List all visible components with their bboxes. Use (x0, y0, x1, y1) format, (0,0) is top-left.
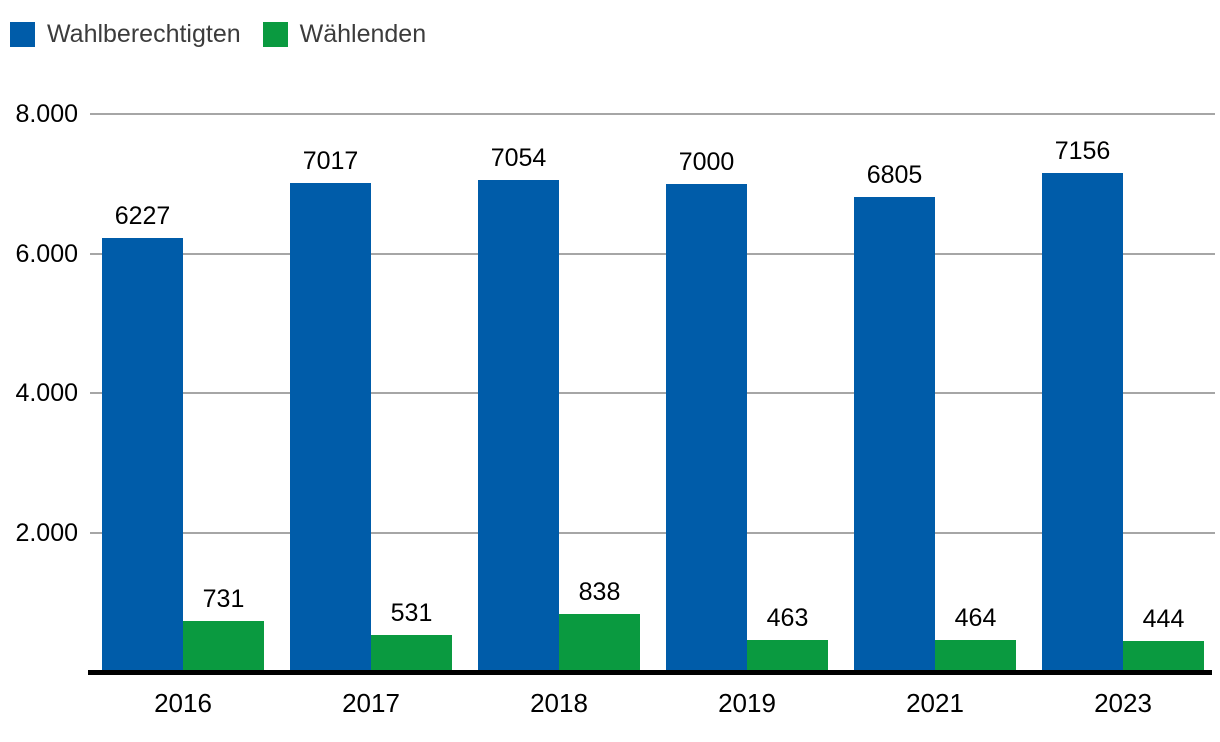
legend-swatch-blue-icon (10, 22, 35, 47)
bar-wahlberechtigten-2017 (290, 183, 371, 672)
legend-item-wahlberechtigten: Wahlberechtigten (10, 22, 241, 47)
bar-wählenden-2019 (747, 640, 828, 672)
value-label-wahlberechtigten-2021: 6805 (866, 161, 923, 189)
bar-wählenden-2017 (371, 635, 452, 672)
y-axis-tick-label: 8.000 (15, 100, 78, 128)
value-label-wählenden-2023: 444 (1142, 605, 1185, 633)
legend-swatch-green-icon (262, 22, 288, 47)
x-axis-line (88, 670, 1212, 675)
legend-item-waehlenden: Wählenden (262, 20, 427, 48)
value-label-wahlberechtigten-2023: 7156 (1054, 137, 1111, 165)
bar-wahlberechtigten-2018 (478, 180, 559, 672)
chart-legend: Wahlberechtigten Wählenden (10, 22, 426, 47)
gridline-6000 (90, 252, 1215, 255)
value-label-wählenden-2016: 731 (202, 585, 245, 613)
value-label-wahlberechtigten-2016: 6227 (114, 202, 171, 230)
value-label-wahlberechtigten-2019: 7000 (678, 148, 735, 176)
bar-wahlberechtigten-2023 (1042, 173, 1123, 672)
value-label-wahlberechtigten-2018: 7054 (490, 144, 547, 172)
y-axis-tick-label: 2.000 (15, 518, 78, 547)
value-label-wählenden-2017: 531 (390, 599, 433, 627)
value-label-wählenden-2018: 838 (578, 578, 621, 606)
bar-wahlberechtigten-2019 (666, 184, 747, 672)
gridline-8000 (90, 113, 1215, 115)
x-axis-tick-label-2017: 2017 (342, 688, 400, 718)
legend-label: Wahlberechtigten (47, 20, 241, 48)
y-axis-tick-label: 4.000 (15, 379, 78, 407)
x-axis-tick-label-2023: 2023 (1094, 688, 1152, 718)
y-axis-tick-label: 6.000 (15, 239, 78, 268)
x-axis-tick-label-2016: 2016 (154, 688, 212, 718)
bar-wahlberechtigten-2021 (854, 197, 935, 672)
x-axis-tick-label-2021: 2021 (906, 688, 964, 718)
bar-wählenden-2016 (183, 621, 264, 672)
bar-wählenden-2018 (559, 614, 640, 672)
x-axis-tick-label-2019: 2019 (718, 688, 776, 718)
bar-wahlberechtigten-2016 (102, 238, 183, 672)
value-label-wahlberechtigten-2017: 7017 (302, 147, 359, 175)
bar-wählenden-2021 (935, 640, 1016, 672)
x-axis-tick-label-2018: 2018 (530, 688, 588, 718)
value-label-wählenden-2019: 463 (766, 604, 809, 632)
value-label-wählenden-2021: 464 (954, 604, 997, 632)
legend-label: Wählenden (299, 20, 427, 48)
gridline-4000 (90, 392, 1215, 394)
gridline-2000 (90, 531, 1215, 534)
bar-wählenden-2023 (1123, 641, 1204, 672)
